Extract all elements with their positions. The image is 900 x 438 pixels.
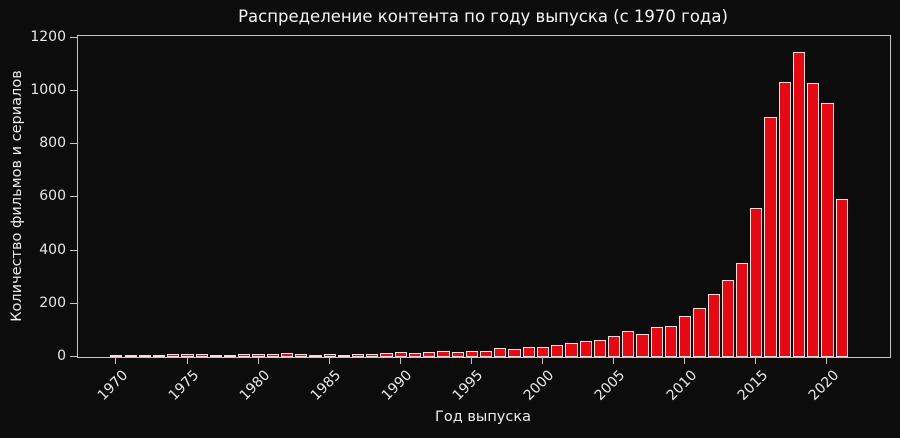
bar-1997 <box>494 348 507 357</box>
bar-2009 <box>664 325 678 357</box>
bar-2014 <box>735 263 749 357</box>
bar-1976 <box>195 354 208 357</box>
x-tick-mark-1975 <box>186 357 188 364</box>
bar-2005 <box>608 335 621 357</box>
x-tick-label-1970: 1970 <box>94 367 132 404</box>
x-tick-mark-2005 <box>613 357 615 364</box>
x-axis-label: Год выпуска <box>434 409 532 425</box>
bar-2021 <box>835 199 848 357</box>
bar-1989 <box>380 353 393 357</box>
x-tick-mark-1980 <box>257 357 259 364</box>
bar-2001 <box>551 345 564 357</box>
x-tick-label-1990: 1990 <box>378 367 416 404</box>
bar-1983 <box>295 354 308 357</box>
bar-1980 <box>252 353 265 357</box>
bar-2015 <box>750 207 763 357</box>
y-tick-mark-1000 <box>70 89 77 91</box>
bar-2020 <box>821 103 834 357</box>
x-tick-mark-2010 <box>684 357 686 364</box>
bar-2007 <box>636 333 649 357</box>
y-tick-label-1000: 1000 <box>30 81 66 98</box>
bar-1985 <box>323 353 336 357</box>
x-tick-mark-1970 <box>115 357 117 364</box>
y-tick-mark-200 <box>70 302 77 304</box>
bar-1998 <box>508 349 521 357</box>
bar-1993 <box>437 350 450 357</box>
bar-1971 <box>124 355 137 357</box>
bar-2016 <box>764 116 777 357</box>
x-tick-label-2000: 2000 <box>521 367 558 404</box>
bar-2010 <box>679 316 692 357</box>
bar-1984 <box>309 354 322 357</box>
bar-1979 <box>238 354 251 357</box>
bar-2017 <box>778 82 791 357</box>
x-tick-label-2020: 2020 <box>805 367 843 404</box>
x-tick-label-1975: 1975 <box>165 367 203 404</box>
y-tick-mark-0 <box>70 356 77 357</box>
bar-2013 <box>721 280 734 357</box>
bar-1988 <box>366 354 379 357</box>
y-tick-mark-400 <box>70 249 77 251</box>
y-tick-label-600: 600 <box>39 188 66 205</box>
x-tick-label-1985: 1985 <box>307 367 345 404</box>
bar-1990 <box>394 352 407 357</box>
y-tick-label-0: 0 <box>57 348 66 364</box>
bar-1974 <box>167 354 180 357</box>
x-tick-label-2010: 2010 <box>663 367 700 404</box>
bar-1996 <box>480 351 493 357</box>
chart-title: Распределение контента по году выпуска (… <box>238 7 728 26</box>
x-tick-label-2005: 2005 <box>592 367 629 404</box>
y-tick-label-1200: 1200 <box>30 28 66 45</box>
bar-1986 <box>337 354 351 357</box>
bar-1972 <box>138 355 151 357</box>
y-tick-label-800: 800 <box>39 135 66 152</box>
y-tick-label-200: 200 <box>39 294 66 311</box>
bar-1970 <box>110 354 123 357</box>
x-tick-label-2015: 2015 <box>734 367 771 404</box>
bar-1994 <box>451 351 464 357</box>
bar-2018 <box>792 51 806 357</box>
bar-2002 <box>565 343 578 357</box>
bar-2008 <box>650 326 663 357</box>
bar-1973 <box>152 354 166 357</box>
x-tick-mark-2000 <box>542 357 543 364</box>
plot-area <box>77 35 891 358</box>
bar-2012 <box>707 293 720 357</box>
bar-1975 <box>181 354 194 357</box>
bar-1995 <box>465 350 479 357</box>
bar-2011 <box>693 307 706 357</box>
bar-2000 <box>536 347 550 357</box>
bar-2003 <box>579 340 592 357</box>
bar-2004 <box>593 339 606 357</box>
bar-1981 <box>266 354 279 357</box>
bar-1977 <box>209 354 223 357</box>
bar-1978 <box>224 354 237 357</box>
x-tick-mark-1985 <box>328 357 330 364</box>
x-tick-mark-2015 <box>755 357 757 364</box>
bar-2019 <box>807 82 820 357</box>
bar-1982 <box>280 352 294 357</box>
bar-1992 <box>423 352 436 357</box>
y-tick-mark-600 <box>70 196 77 198</box>
bar-2006 <box>622 331 635 357</box>
bar-1991 <box>408 353 422 357</box>
y-tick-label-400: 400 <box>39 241 66 258</box>
x-tick-label-1995: 1995 <box>449 367 487 404</box>
y-tick-mark-1200 <box>70 36 77 38</box>
y-tick-mark-800 <box>70 143 77 145</box>
bar-1999 <box>522 346 535 357</box>
x-tick-mark-2020 <box>826 357 828 364</box>
x-tick-mark-1995 <box>470 357 472 364</box>
x-tick-label-1980: 1980 <box>236 367 274 404</box>
bar-1987 <box>352 354 365 357</box>
x-tick-mark-1990 <box>399 357 401 364</box>
